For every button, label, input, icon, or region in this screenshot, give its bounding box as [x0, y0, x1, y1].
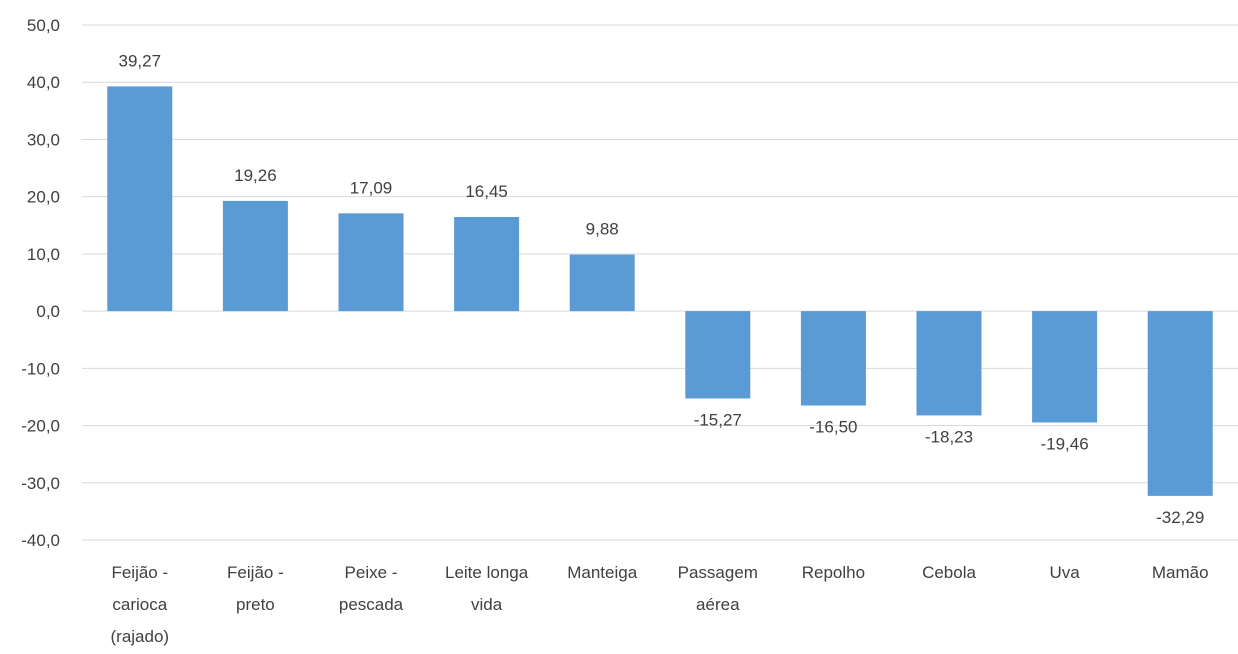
data-label: -15,27	[694, 410, 742, 429]
category-label: Peixe - pescada	[339, 563, 404, 614]
y-tick-label: -40,0	[21, 531, 60, 550]
data-labels: 39,27 19,26 17,09 16,45 9,88 -15,27 -16,50 -18,…	[119, 51, 1205, 526]
data-label: -32,29	[1156, 508, 1204, 527]
category-label-line: Manteiga	[567, 563, 637, 582]
data-label: 19,26	[234, 166, 277, 185]
data-label: 17,09	[350, 178, 393, 197]
y-tick-label: 0,0	[36, 302, 60, 321]
category-label: Leite longa vida	[445, 563, 529, 614]
bar	[222, 200, 288, 312]
y-tick-label: -30,0	[21, 474, 60, 493]
category-label: Feijão - carioca (rajado)	[111, 563, 170, 646]
category-label-line: Uva	[1049, 563, 1080, 582]
data-label: -18,23	[925, 427, 973, 446]
bar	[1147, 311, 1213, 496]
category-label: Cebola	[922, 563, 976, 582]
bar	[454, 216, 520, 312]
y-tick-label: 40,0	[27, 73, 60, 92]
bar	[1032, 311, 1098, 423]
x-axis-category-labels: Feijão - carioca (rajado) Feijão - preto Peix…	[111, 563, 1209, 646]
category-label-line: Cebola	[922, 563, 976, 582]
category-label-line: Passagem	[678, 563, 758, 582]
bar	[338, 213, 404, 312]
category-label: Mamão	[1152, 563, 1209, 582]
category-label: Manteiga	[567, 563, 637, 582]
y-tick-label: -10,0	[21, 359, 60, 378]
y-tick-label: -20,0	[21, 417, 60, 436]
y-tick-label: 30,0	[27, 130, 60, 149]
category-label-line: preto	[236, 595, 275, 614]
bar	[800, 311, 866, 406]
category-label-line: aérea	[696, 595, 740, 614]
category-label-line: vida	[471, 595, 503, 614]
data-label: 9,88	[586, 220, 619, 239]
bar	[685, 311, 751, 399]
category-label: Repolho	[802, 563, 865, 582]
category-label-line: carioca	[112, 595, 167, 614]
category-label-line: pescada	[339, 595, 404, 614]
data-label: 39,27	[119, 51, 162, 70]
bar	[569, 254, 635, 312]
category-label-line: (rajado)	[111, 627, 170, 646]
data-label: -19,46	[1040, 434, 1088, 453]
category-label-line: Feijão -	[111, 563, 168, 582]
y-tick-label: 10,0	[27, 245, 60, 264]
data-label: 16,45	[465, 182, 508, 201]
bar	[916, 311, 982, 416]
category-label-line: Mamão	[1152, 563, 1209, 582]
bars	[107, 86, 1213, 496]
data-label: -16,50	[809, 418, 857, 437]
y-tick-label: 20,0	[27, 188, 60, 207]
category-label-line: Repolho	[802, 563, 865, 582]
y-axis-tick-labels: 50,0 40,0 30,0 20,0 10,0 0,0 -10,0 -20,0 -30,0 -4…	[21, 16, 60, 550]
category-label-line: Feijão -	[227, 563, 284, 582]
category-label-line: Peixe -	[345, 563, 398, 582]
category-label: Passagem aérea	[678, 563, 758, 614]
y-tick-label: 50,0	[27, 16, 60, 35]
category-label-line: Leite longa	[445, 563, 529, 582]
category-label: Feijão - preto	[227, 563, 284, 614]
bar	[107, 86, 173, 312]
category-label: Uva	[1049, 563, 1080, 582]
